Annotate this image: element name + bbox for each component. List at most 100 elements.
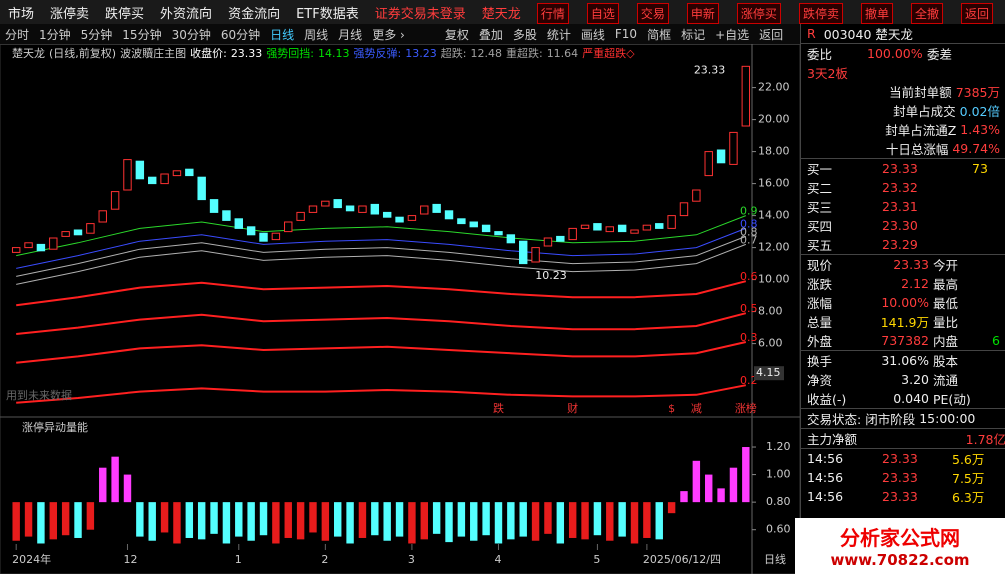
quote-row: 十日总涨幅 49.74% xyxy=(801,139,1005,158)
value: 3.20 xyxy=(901,372,929,387)
bar xyxy=(618,502,626,537)
candle xyxy=(716,149,726,164)
bar xyxy=(61,502,70,536)
bar xyxy=(371,502,379,536)
candle xyxy=(704,151,713,177)
menu-button[interactable]: 全撤 xyxy=(910,3,943,24)
tool-button[interactable]: 复权 xyxy=(444,27,469,42)
bar xyxy=(630,502,639,544)
x-tick-label: 4 xyxy=(494,553,501,566)
quote-row: 换手 31.06% 股本 xyxy=(801,350,1005,370)
panel-title: 涨停异动量能 xyxy=(22,420,88,434)
candle xyxy=(617,224,627,233)
value: 23.32 xyxy=(882,180,918,195)
quote-row: 总量 141.9万 量比 xyxy=(801,312,1005,331)
menu-buttons: 行情 自选 交易 申新 涨停买 跌停卖 撤单 全撤 返回 xyxy=(529,3,1001,24)
bar xyxy=(74,502,82,538)
menu-button[interactable]: 行情 xyxy=(536,3,569,24)
tool-button[interactable]: +自选 xyxy=(715,27,750,42)
period-tab[interactable]: 月线 xyxy=(338,27,363,42)
menu-item[interactable]: ETF数据表 xyxy=(296,6,359,22)
period-tab[interactable]: 15分钟 xyxy=(122,27,162,42)
tool-button[interactable]: 简框 xyxy=(647,27,672,42)
candle xyxy=(667,215,676,229)
menu-item[interactable]: 涨停卖 xyxy=(50,6,90,22)
menu-button[interactable]: 返回 xyxy=(960,3,993,24)
label: 现价 xyxy=(807,258,833,273)
label: 量比 xyxy=(933,315,959,330)
y-tick-label: 12.00 xyxy=(758,241,790,254)
candle xyxy=(692,189,701,202)
menu-item[interactable]: 外资流向 xyxy=(160,6,213,22)
menu-button[interactable]: 申新 xyxy=(686,3,719,24)
menu-button[interactable]: 自选 xyxy=(586,3,619,24)
quote-row: 现价 23.33 今开 xyxy=(801,254,1005,274)
band-label: 0.7 xyxy=(740,233,758,246)
band-label: 0.2 xyxy=(740,374,758,387)
menu-item[interactable]: 跌停买 xyxy=(105,6,145,22)
bar xyxy=(544,502,552,534)
tool-button[interactable]: 统计 xyxy=(546,27,571,42)
quote-row: 买五 23.29 xyxy=(801,235,1005,254)
bar xyxy=(395,502,404,537)
period-tab[interactable]: 1分钟 xyxy=(39,27,71,42)
bar xyxy=(457,502,466,537)
menu-button[interactable]: 撤单 xyxy=(860,3,893,24)
candle xyxy=(481,224,491,233)
period-tab[interactable]: 60分钟 xyxy=(220,27,261,42)
tool-button[interactable]: 画线 xyxy=(580,27,605,42)
bar xyxy=(296,502,305,540)
menu-item[interactable]: 市场 xyxy=(8,6,35,22)
period-tab[interactable]: 周线 xyxy=(304,27,329,42)
period-tab[interactable]: 5分钟 xyxy=(80,27,113,42)
y-tick-label: 20.00 xyxy=(758,113,790,126)
band-label: 0.9 xyxy=(740,205,758,218)
value: 23.30 xyxy=(882,218,918,233)
tool-button[interactable]: F10 xyxy=(614,27,638,41)
legend: 楚天龙 (日线,前复权) 波波贖庄主图 收盘价: 23.33 强势回挡: 14.13 强势反弹… xyxy=(12,46,635,60)
value: 100.00% xyxy=(867,46,923,61)
band-line xyxy=(16,235,746,277)
bar xyxy=(12,502,20,541)
min-label: 10.23 xyxy=(535,269,567,282)
bar xyxy=(37,502,45,544)
candle xyxy=(679,202,689,217)
menu-button[interactable]: 交易 xyxy=(636,3,669,24)
tool-button[interactable]: 叠加 xyxy=(478,27,503,42)
event-marker: 减 xyxy=(691,402,702,415)
tool-button[interactable]: 标记 xyxy=(681,27,706,42)
bar xyxy=(680,491,688,503)
period-tab[interactable]: 日线 xyxy=(270,27,295,42)
bar xyxy=(705,474,713,503)
menu-stock: 楚天龙 xyxy=(481,6,521,22)
bar xyxy=(519,502,527,537)
bar xyxy=(445,502,453,543)
bar xyxy=(470,502,478,541)
y-tick-label: 18.00 xyxy=(758,145,790,158)
tool-button[interactable]: 返回 xyxy=(759,27,784,42)
label: 买一 xyxy=(807,162,833,177)
candle xyxy=(531,247,540,263)
login-status[interactable]: 证券交易未登录 xyxy=(374,6,466,22)
bar xyxy=(568,502,577,538)
event-marker: 涨榜 xyxy=(735,401,757,415)
quote-row: 买一 23.33 73 xyxy=(801,158,1005,178)
menu-button[interactable]: 跌停卖 xyxy=(798,3,843,24)
menu-button[interactable]: 涨停买 xyxy=(736,3,781,24)
note: 用到未来数据 xyxy=(6,388,72,402)
price: 23.33 xyxy=(882,489,918,504)
bar xyxy=(593,502,602,536)
bar xyxy=(692,460,701,503)
period-tab[interactable]: 分时 xyxy=(5,27,30,42)
period-tab[interactable]: 更多 › xyxy=(372,27,405,42)
period-tab[interactable]: 30分钟 xyxy=(171,27,211,42)
candle xyxy=(494,231,503,236)
tag: 3天2板 xyxy=(807,66,848,81)
watermark: 分析家公式网 www.70822.com xyxy=(795,518,1005,574)
bar xyxy=(643,502,651,538)
band-label: 0.6 xyxy=(740,270,758,283)
menu-item[interactable]: 资金流向 xyxy=(228,6,281,22)
value: 737382 xyxy=(881,333,929,348)
tool-button[interactable]: 多股 xyxy=(512,27,537,42)
candle xyxy=(284,221,293,233)
